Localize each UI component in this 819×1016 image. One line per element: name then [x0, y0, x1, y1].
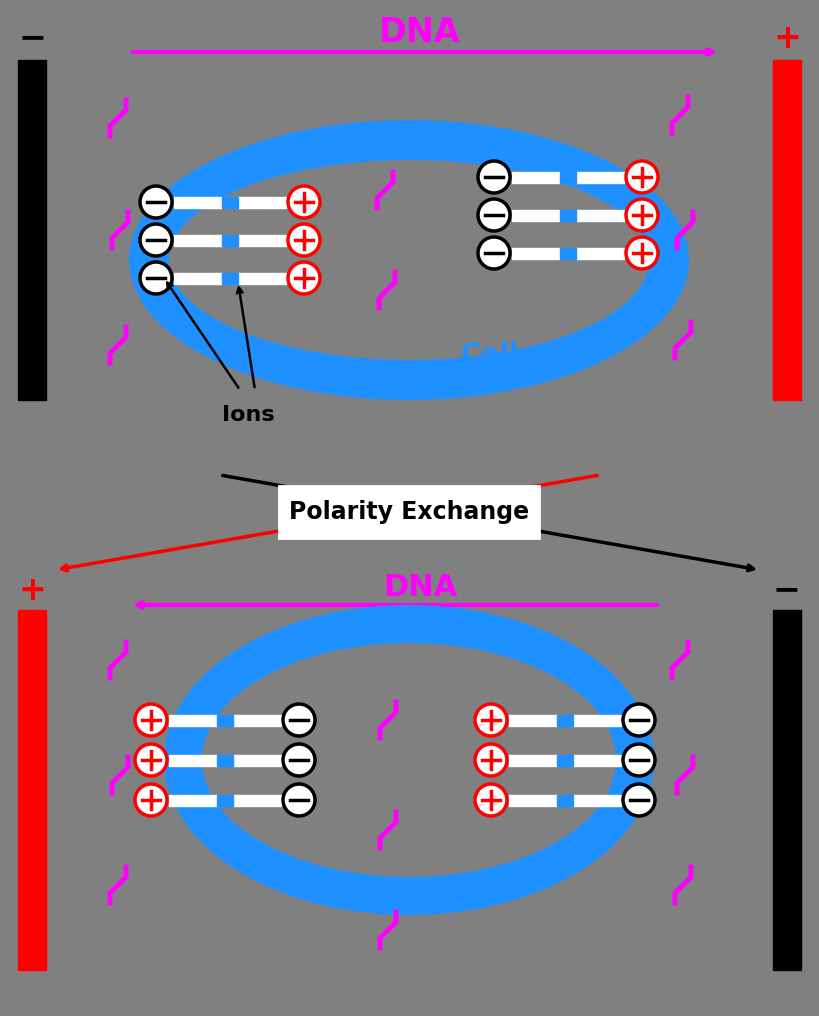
- Circle shape: [283, 784, 315, 816]
- Bar: [509, 755, 557, 766]
- Circle shape: [475, 704, 507, 736]
- Circle shape: [475, 784, 507, 816]
- Bar: [557, 715, 573, 726]
- Ellipse shape: [164, 605, 654, 915]
- Circle shape: [623, 704, 655, 736]
- Bar: [222, 235, 238, 246]
- Bar: [557, 755, 573, 766]
- Bar: [217, 795, 233, 806]
- Bar: [512, 172, 560, 183]
- Circle shape: [140, 224, 172, 256]
- Circle shape: [283, 704, 315, 736]
- Bar: [217, 755, 233, 766]
- Bar: [576, 172, 624, 183]
- Bar: [169, 715, 217, 726]
- Bar: [573, 715, 621, 726]
- Circle shape: [140, 262, 172, 294]
- Text: Cell: Cell: [461, 341, 519, 369]
- Bar: [560, 248, 576, 259]
- Bar: [18, 610, 46, 970]
- Bar: [238, 197, 286, 208]
- Bar: [233, 715, 281, 726]
- Bar: [174, 235, 222, 246]
- Ellipse shape: [169, 160, 649, 360]
- Bar: [773, 60, 801, 400]
- Bar: [233, 795, 281, 806]
- Circle shape: [283, 744, 315, 776]
- Text: +: +: [18, 573, 46, 607]
- Text: DNA: DNA: [379, 15, 461, 49]
- Bar: [576, 210, 624, 221]
- Circle shape: [288, 186, 320, 218]
- Circle shape: [475, 744, 507, 776]
- Bar: [18, 60, 46, 400]
- Bar: [238, 273, 286, 284]
- Bar: [217, 715, 233, 726]
- Circle shape: [478, 161, 510, 193]
- Bar: [222, 273, 238, 284]
- Bar: [509, 715, 557, 726]
- Bar: [560, 210, 576, 221]
- Circle shape: [623, 744, 655, 776]
- Bar: [238, 235, 286, 246]
- Text: DNA: DNA: [382, 573, 457, 602]
- Circle shape: [478, 199, 510, 231]
- Circle shape: [626, 237, 658, 269]
- Bar: [512, 210, 560, 221]
- Bar: [773, 610, 801, 970]
- Bar: [573, 755, 621, 766]
- Bar: [576, 248, 624, 259]
- Circle shape: [626, 199, 658, 231]
- Bar: [557, 795, 573, 806]
- Text: −: −: [18, 21, 46, 55]
- Bar: [573, 795, 621, 806]
- Circle shape: [135, 784, 167, 816]
- Bar: [279, 486, 539, 538]
- Circle shape: [623, 784, 655, 816]
- Bar: [222, 197, 238, 208]
- Circle shape: [478, 237, 510, 269]
- Bar: [169, 795, 217, 806]
- Circle shape: [626, 161, 658, 193]
- Text: +: +: [773, 21, 801, 55]
- Bar: [512, 248, 560, 259]
- Bar: [169, 755, 217, 766]
- Circle shape: [135, 704, 167, 736]
- Text: Ions: Ions: [222, 405, 274, 425]
- Bar: [509, 795, 557, 806]
- Circle shape: [288, 262, 320, 294]
- Bar: [233, 755, 281, 766]
- Bar: [560, 172, 576, 183]
- Text: Polarity Exchange: Polarity Exchange: [289, 500, 529, 524]
- Ellipse shape: [202, 643, 616, 877]
- Text: −: −: [773, 573, 801, 607]
- Circle shape: [135, 744, 167, 776]
- Bar: [174, 197, 222, 208]
- Bar: [174, 273, 222, 284]
- Ellipse shape: [129, 120, 689, 400]
- Circle shape: [140, 186, 172, 218]
- Circle shape: [288, 224, 320, 256]
